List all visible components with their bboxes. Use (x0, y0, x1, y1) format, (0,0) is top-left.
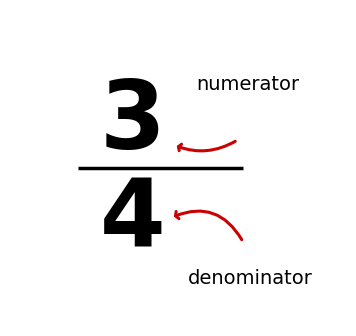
Text: 3: 3 (100, 77, 166, 169)
Text: denominator: denominator (188, 269, 313, 288)
Text: numerator: numerator (196, 75, 299, 94)
Text: 4: 4 (100, 175, 166, 267)
